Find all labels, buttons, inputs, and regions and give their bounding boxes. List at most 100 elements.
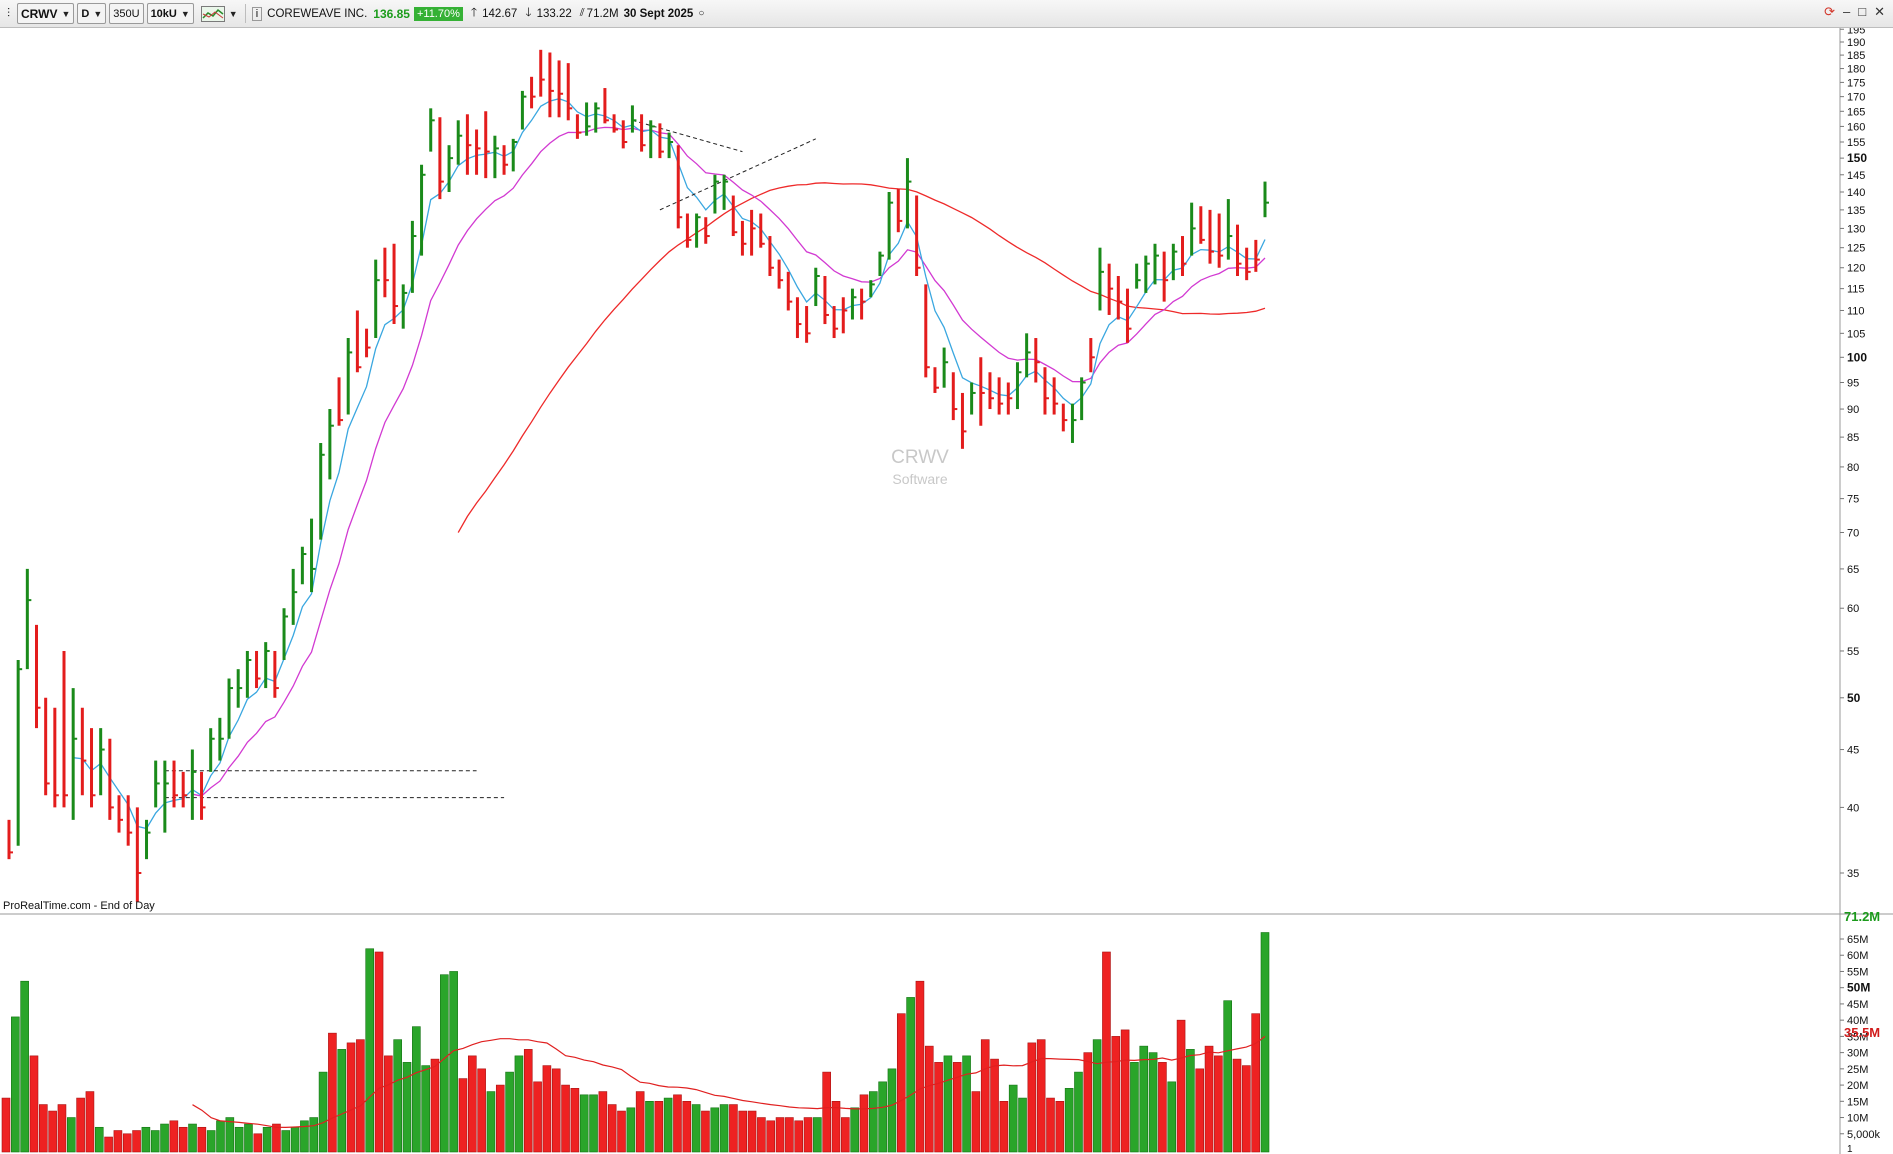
watermark-sector: Software [892, 471, 948, 487]
volume-bar [290, 1126, 300, 1153]
volume-bar [1, 1097, 11, 1153]
volume-bar [188, 1123, 197, 1153]
volume-bar [570, 1088, 580, 1153]
price-chart[interactable]: 1951901851801751701651601551501451401351… [0, 28, 1893, 1154]
price-tick-label: 45 [1847, 745, 1859, 757]
volume-bar [1232, 1058, 1242, 1153]
volume-bar [589, 1094, 598, 1153]
volume-bar [1092, 1039, 1102, 1153]
volume-bar [561, 1084, 570, 1153]
volume-bar [300, 1120, 309, 1153]
chart-style-icon[interactable]: ⫶ [7, 6, 11, 20]
clock-icon: ○ [698, 8, 705, 19]
bars-count-button[interactable]: 350U [109, 3, 144, 24]
moving-average-slow [457, 182, 1266, 533]
volume-bar [141, 1126, 151, 1153]
volume-bar [962, 1055, 971, 1153]
volume-bar [309, 1117, 319, 1153]
volume-bar [449, 971, 458, 1153]
volume-bar [104, 1136, 113, 1153]
volume-tick-label: 55M [1847, 966, 1868, 978]
price-tick-label: 145 [1847, 170, 1865, 182]
price-tick-label: 185 [1847, 50, 1865, 62]
volume-bar [831, 1101, 841, 1153]
price-tick-label: 120 [1847, 263, 1865, 275]
maximize-icon[interactable]: □ [1858, 4, 1867, 19]
volume-bar [663, 1097, 673, 1153]
volume-bar [766, 1120, 776, 1153]
volume-bar [1214, 1055, 1223, 1153]
volume-bar [915, 980, 925, 1153]
volume-bar [467, 1055, 477, 1153]
volume-bar [533, 1081, 542, 1153]
units-selector[interactable]: 10kU ▼ [146, 3, 194, 24]
volume-bar [94, 1126, 104, 1153]
refresh-icon[interactable]: ⟳ [1824, 4, 1835, 19]
volume-tick-label: 35M [1847, 1031, 1868, 1043]
volume-bar [1158, 1062, 1167, 1153]
volume-bar [775, 1117, 785, 1153]
volume-value: 71.2M [586, 7, 619, 20]
volume-bar [607, 1104, 617, 1153]
volume-bar [1139, 1045, 1149, 1153]
volume-bar [514, 1055, 524, 1153]
volume-bar [505, 1071, 514, 1153]
info-icon[interactable]: i [251, 6, 263, 21]
volume-bar [822, 1071, 831, 1153]
volume-bar [999, 1101, 1009, 1153]
price-tick-label: 80 [1847, 462, 1859, 474]
volume-bar [542, 1065, 552, 1153]
price-tick-label: 35 [1847, 868, 1859, 880]
volume-bar [393, 1039, 402, 1153]
minimize-icon[interactable]: – [1843, 4, 1851, 19]
volume-bar [1176, 1019, 1186, 1153]
volume-bar [66, 1117, 76, 1153]
price-tick-label: 60 [1847, 603, 1859, 615]
price-tick-label: 65 [1847, 564, 1859, 576]
volume-bar [719, 1104, 729, 1153]
volume-bar [1064, 1088, 1074, 1153]
volume-axis-bottom: 1 [1847, 1144, 1853, 1154]
indicators-icon[interactable]: ▼ [197, 4, 242, 23]
watermark: CRWV Software [850, 447, 990, 487]
arrow-down-icon: 🡓 [525, 5, 532, 19]
volume-bar [757, 1117, 766, 1153]
symbol-label: CRWV [21, 6, 58, 21]
volume-bar [11, 1016, 20, 1153]
volume-bar [934, 1062, 943, 1153]
volume-bar [412, 1026, 421, 1153]
volume-bar [794, 1120, 804, 1153]
company-name: COREWEAVE INC. [267, 7, 368, 20]
volume-bar [617, 1110, 626, 1153]
last-price: 136.85 [373, 6, 410, 21]
volume-bar [1186, 1049, 1195, 1153]
price-tick-label: 195 [1847, 28, 1865, 36]
volume-tick-label: 65M [1847, 934, 1868, 946]
volume-bar [635, 1091, 645, 1153]
volume-bar [76, 1097, 85, 1153]
volume-bar [598, 1091, 608, 1153]
volume-bar [551, 1068, 561, 1153]
volume-bar [1111, 1036, 1121, 1153]
volume-tick-label: 25M [1847, 1064, 1868, 1076]
volume-bar [701, 1110, 710, 1153]
volume-bar [803, 1117, 813, 1153]
price-tick-label: 135 [1847, 205, 1865, 217]
volume-bar [1242, 1065, 1251, 1153]
volume-bar [1251, 1013, 1260, 1153]
volume-bar [477, 1068, 486, 1153]
volume-bar [57, 1104, 67, 1153]
volume-bar [234, 1126, 244, 1153]
timeframe-selector[interactable]: D ▼ [77, 3, 107, 24]
trend-line [659, 138, 816, 211]
units-label: 10kU [150, 7, 177, 20]
symbol-selector[interactable]: CRWV ▼ [17, 3, 75, 24]
close-icon[interactable]: ✕ [1874, 4, 1885, 19]
price-tick-label: 90 [1847, 404, 1859, 416]
volume-bar [169, 1120, 179, 1153]
price-tick-label: 140 [1847, 187, 1865, 199]
data-source-label: ProRealTime.com - End of Day [3, 900, 155, 912]
volume-bar [197, 1126, 207, 1153]
volume-bar [738, 1110, 748, 1153]
volume-bar [486, 1091, 496, 1153]
